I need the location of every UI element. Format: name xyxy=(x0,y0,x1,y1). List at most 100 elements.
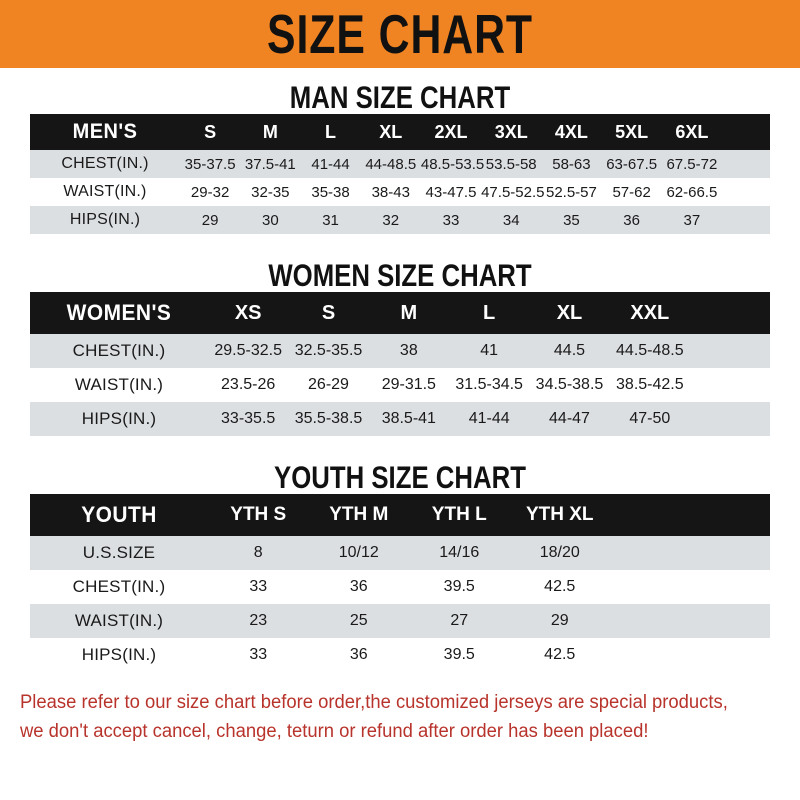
youth-table-head: YOUTH YTH S YTH M YTH L YTH XL xyxy=(30,494,770,536)
women-row-label-hips: HIPS(IN.) xyxy=(81,409,157,428)
table-cell: 35 xyxy=(563,211,580,229)
table-cell: 41-44 xyxy=(468,410,510,427)
women-col-xxl: XXL xyxy=(630,301,670,324)
men-section-title: MAN SIZE CHART xyxy=(289,80,511,115)
table-cell: 33 xyxy=(442,211,460,229)
table-row: WAIST(IN.) 29-32 32-35 35-38 38-43 43-47… xyxy=(30,178,770,206)
women-header-row: WOMEN'S XS S M L XL XXL xyxy=(30,292,770,334)
table-cell: 34.5-38.5 xyxy=(535,376,604,393)
table-cell: 32 xyxy=(382,211,400,229)
table-cell: 44.5 xyxy=(553,342,586,359)
table-cell: 38 xyxy=(399,342,418,359)
women-col-m: M xyxy=(400,301,418,324)
women-col-xs: XS xyxy=(234,301,262,324)
table-cell: 41 xyxy=(480,342,499,359)
men-header-row: MEN'S S M L XL 2XL 3XL 4XL 5XL 6XL xyxy=(30,114,770,150)
table-cell: 58-63 xyxy=(552,155,591,173)
table-cell: 36 xyxy=(623,211,640,229)
table-cell: 43-47.5 xyxy=(425,183,477,201)
table-row: CHEST(IN.) 29.5-32.5 32.5-35.5 38 41 44.… xyxy=(30,334,770,368)
table-cell: 47-50 xyxy=(629,410,671,427)
table-cell: 31 xyxy=(322,211,339,229)
men-col-s: S xyxy=(204,121,217,142)
table-cell: 38.5-41 xyxy=(381,410,436,427)
men-col-l: L xyxy=(325,121,337,142)
table-row: HIPS(IN.) 29 30 31 32 33 34 35 36 37 xyxy=(30,206,770,234)
women-table-head: WOMEN'S XS S M L XL XXL xyxy=(30,292,770,334)
table-cell: 36 xyxy=(349,578,368,595)
table-cell: 8 xyxy=(253,544,263,561)
youth-row-label-chest: CHEST(IN.) xyxy=(72,577,166,596)
table-cell: 52.5-57 xyxy=(545,183,597,201)
youth-col-yth-xl: YTH XL xyxy=(525,504,594,525)
order-policy-note: Please refer to our size chart before or… xyxy=(20,688,757,747)
youth-table-body: U.S.SIZE 8 10/12 14/16 18/20 CHEST(IN.) … xyxy=(30,536,770,672)
table-cell: 23.5-26 xyxy=(221,376,276,393)
table-cell-spacer xyxy=(610,638,770,672)
women-row-label-waist: WAIST(IN.) xyxy=(74,375,164,394)
men-row-header: MEN'S xyxy=(72,120,138,143)
table-cell: 53.5-58 xyxy=(485,155,537,173)
table-cell: 29 xyxy=(201,211,219,229)
table-cell-spacer xyxy=(722,178,770,206)
table-cell: 33 xyxy=(249,646,268,663)
men-row-label-waist: WAIST(IN.) xyxy=(63,183,147,200)
table-cell: 63-67.5 xyxy=(606,155,658,173)
men-col-m: M xyxy=(262,121,278,142)
table-cell: 44-48.5 xyxy=(365,155,417,173)
table-cell: 39.5 xyxy=(443,646,475,663)
table-cell: 35-38 xyxy=(311,183,350,201)
youth-col-yth-s: YTH S xyxy=(230,504,287,525)
table-cell: 48.5-53.5 xyxy=(420,155,485,173)
order-policy-note-line-2: we don't accept cancel, change, teturn o… xyxy=(20,721,649,743)
table-cell: 35-37.5 xyxy=(184,155,236,173)
table-cell: 18/20 xyxy=(539,544,580,561)
table-cell-spacer xyxy=(610,604,770,638)
women-col-l: L xyxy=(483,301,496,324)
youth-section-title: YOUTH SIZE CHART xyxy=(274,460,526,495)
table-cell-spacer xyxy=(610,536,770,570)
table-cell: 44-47 xyxy=(549,410,590,427)
table-cell: 35.5-38.5 xyxy=(294,410,363,427)
order-policy-note-line-1: Please refer to our size chart before or… xyxy=(20,692,728,713)
women-col-xl: XL xyxy=(556,301,583,324)
men-size-table: MEN'S S M L XL 2XL 3XL 4XL 5XL 6XL CHEST… xyxy=(30,114,770,234)
table-cell: 41-44 xyxy=(311,155,350,173)
men-row-label-hips: HIPS(IN.) xyxy=(69,211,141,228)
women-col-s: S xyxy=(321,301,336,324)
youth-col-spacer xyxy=(610,494,770,536)
men-col-4xl: 4XL xyxy=(554,121,588,142)
men-row-label-chest: CHEST(IN.) xyxy=(61,155,149,172)
table-cell: 29-32 xyxy=(190,183,230,201)
table-cell: 25 xyxy=(349,612,368,629)
table-cell: 36 xyxy=(349,646,368,663)
women-col-spacer xyxy=(690,292,770,334)
youth-col-yth-l: YTH L xyxy=(431,504,487,525)
youth-size-table: YOUTH YTH S YTH M YTH L YTH XL U.S.SIZE … xyxy=(30,494,770,672)
women-row-header: WOMEN'S xyxy=(66,300,172,325)
women-table-body: CHEST(IN.) 29.5-32.5 32.5-35.5 38 41 44.… xyxy=(30,334,770,436)
table-cell: 42.5 xyxy=(544,646,576,663)
women-row-label-chest: CHEST(IN.) xyxy=(72,341,166,360)
table-row: WAIST(IN.) 23.5-26 26-29 29-31.5 31.5-34… xyxy=(30,368,770,402)
youth-row-label-waist: WAIST(IN.) xyxy=(74,611,164,630)
table-cell: 42.5 xyxy=(544,578,576,595)
table-cell: 37.5-41 xyxy=(244,155,296,173)
page-title: SIZE CHART xyxy=(267,3,533,65)
table-cell: 47.5-52.5 xyxy=(481,183,545,201)
table-cell-spacer xyxy=(722,206,770,234)
men-size-section: MAN SIZE CHART MEN'S S M L XL 2XL 3XL 4X… xyxy=(0,68,800,234)
table-cell: 26-29 xyxy=(308,376,349,393)
men-col-3xl: 3XL xyxy=(494,121,528,142)
youth-header-row: YOUTH YTH S YTH M YTH L YTH XL xyxy=(30,494,770,536)
table-cell: 38.5-42.5 xyxy=(616,376,684,393)
men-col-6xl: 6XL xyxy=(675,121,709,142)
youth-row-label-us-size: U.S.SIZE xyxy=(82,543,156,562)
table-row: U.S.SIZE 8 10/12 14/16 18/20 xyxy=(30,536,770,570)
table-cell: 29 xyxy=(550,612,569,629)
table-cell: 29-31.5 xyxy=(381,376,436,393)
table-row: HIPS(IN.) 33 36 39.5 42.5 xyxy=(30,638,770,672)
table-cell: 14/16 xyxy=(439,544,480,561)
table-cell: 23 xyxy=(249,612,268,629)
table-cell-spacer xyxy=(690,334,770,368)
